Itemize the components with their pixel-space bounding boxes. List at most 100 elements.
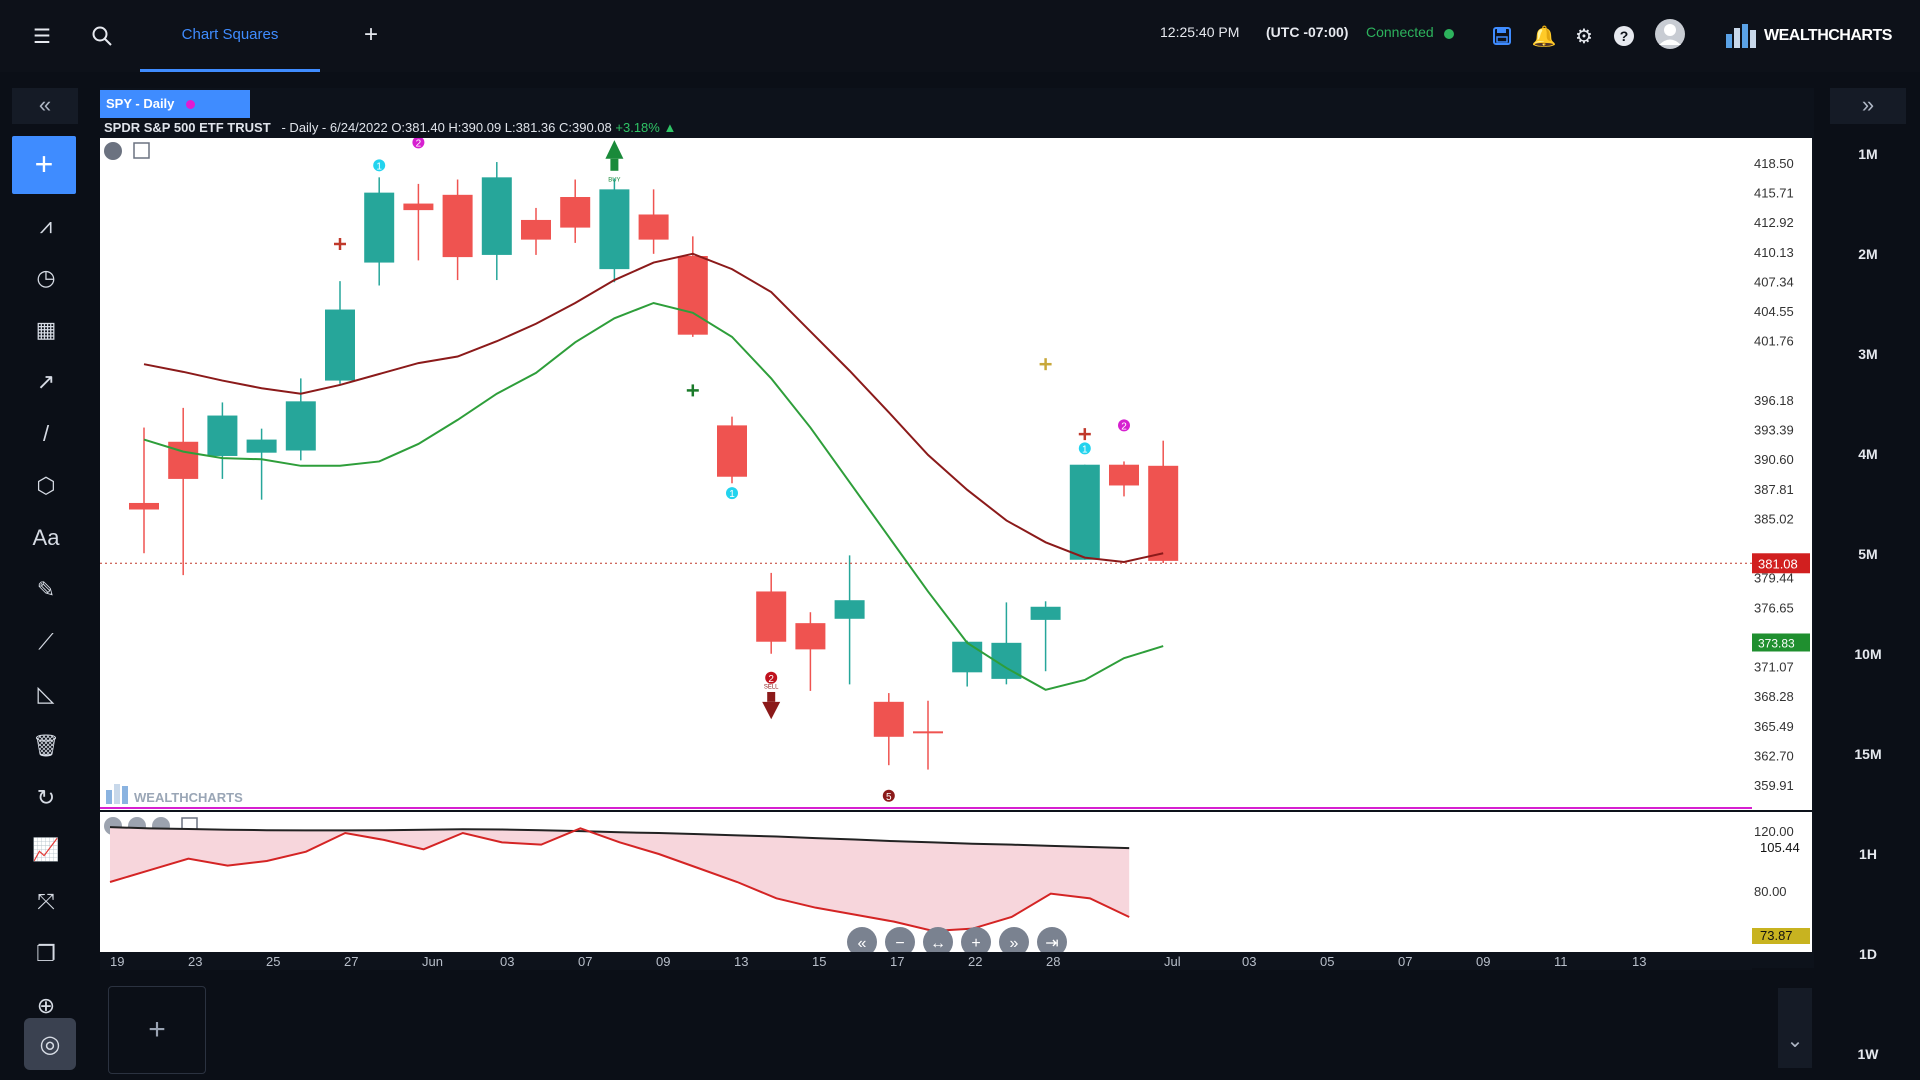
calendar-icon[interactable]: ▦ — [35, 317, 57, 342]
line-chart-icon[interactable]: 📈 — [32, 837, 60, 862]
scroll-down-button[interactable]: ⌄ — [1778, 988, 1812, 1068]
moving-average-dark-red[interactable] — [143, 252, 1164, 563]
indicators-icon[interactable]: ⩘ — [39, 213, 53, 238]
candle[interactable] — [717, 416, 747, 484]
plus-marker-red[interactable] — [334, 237, 346, 250]
text-tool-icon[interactable]: Aa — [32, 525, 60, 550]
candle[interactable] — [1109, 461, 1139, 497]
candle[interactable] — [325, 281, 355, 384]
reset-zoom-button[interactable]: ↔ — [923, 927, 953, 957]
scroll-right-button[interactable]: » — [999, 927, 1029, 957]
clock-icon[interactable]: ◷ — [36, 265, 56, 290]
refresh-icon[interactable]: ↻ — [36, 785, 56, 810]
indicator-svg[interactable]: « − ↔ + » ⇥ — [100, 812, 1752, 957]
candle[interactable] — [1030, 601, 1061, 672]
candle[interactable] — [285, 378, 316, 461]
candle[interactable] — [756, 572, 787, 654]
timeframe-5m[interactable]: 5M — [1858, 546, 1878, 562]
signal-marker-5[interactable]: 5 — [882, 789, 895, 803]
candle[interactable] — [913, 700, 943, 770]
timeframe-4m[interactable]: 4M — [1858, 446, 1878, 462]
expand-panel-icon[interactable] — [133, 142, 150, 159]
zoom-in-button[interactable]: + — [961, 927, 991, 957]
gear-icon[interactable]: ⚙ — [1575, 25, 1593, 48]
timeframe-1d[interactable]: 1D — [1859, 946, 1877, 962]
candle[interactable] — [521, 207, 551, 255]
ruler-icon[interactable]: ⟋ — [38, 629, 54, 654]
scatter-icon[interactable]: ⤧ — [37, 889, 55, 914]
trend-icon[interactable]: ↗ — [36, 369, 56, 394]
price-axis[interactable]: 418.50 415.71 412.92 410.13 407.34 404.55 401.… — [1752, 138, 1812, 810]
candle[interactable] — [834, 555, 865, 685]
hide-indicator-icon[interactable] — [104, 142, 122, 160]
globe-settings-button[interactable]: ◎ — [24, 1018, 76, 1070]
indicator-oscillator-line[interactable] — [109, 827, 1130, 933]
candle[interactable] — [364, 177, 395, 286]
time-axis[interactable]: 19 23 25 27 Jun 03 07 09 13 15 17 22 28 Jul 03 05 07 09 11… — [100, 952, 1752, 970]
add-panel-button[interactable]: + — [108, 986, 206, 1074]
bell-icon[interactable]: 🔔 — [1531, 25, 1557, 48]
price-chart-svg[interactable]: 1 2 1 2 5 1 2 BUY SELL WEALTHCHARTS — [100, 136, 1752, 810]
search-icon[interactable] — [86, 20, 118, 52]
candle[interactable] — [442, 179, 473, 281]
candle[interactable] — [207, 402, 238, 479]
timeframe-15m[interactable]: 15M — [1854, 746, 1882, 762]
tab-chart-squares[interactable]: Chart Squares — [140, 0, 320, 72]
chart-symbol-tab[interactable]: SPY - Daily — [100, 90, 250, 118]
jump-latest-button[interactable]: ⇥ — [1037, 927, 1067, 957]
candle[interactable] — [560, 179, 591, 243]
candle[interactable] — [677, 236, 708, 337]
candle[interactable] — [1148, 440, 1179, 564]
scroll-left-button[interactable]: « — [847, 927, 877, 957]
indicator-signal-line[interactable] — [109, 826, 1130, 850]
save-icon[interactable] — [1486, 20, 1518, 52]
candle[interactable] — [599, 178, 630, 283]
signal-marker-1b[interactable]: 1 — [726, 487, 738, 500]
timeframe-3m[interactable]: 3M — [1858, 346, 1878, 362]
candle[interactable] — [991, 602, 1022, 685]
avatar[interactable] — [1652, 16, 1688, 52]
shapes-icon[interactable]: ⬡ — [36, 473, 56, 498]
candle[interactable] — [952, 640, 983, 687]
collapse-left-button[interactable]: « — [12, 88, 78, 124]
candle[interactable] — [168, 407, 199, 576]
signal-marker-1[interactable]: 1 — [373, 159, 386, 172]
crosshair-cursor[interactable] — [1039, 358, 1052, 371]
pencil-icon[interactable]: ✎ — [36, 577, 56, 602]
timezone-label[interactable]: (UTC -07:00) — [1266, 24, 1349, 40]
line-tool-icon[interactable]: / — [42, 421, 50, 446]
timeframe-1m[interactable]: 1M — [1858, 146, 1878, 162]
timeframe-2m[interactable]: 2M — [1858, 246, 1878, 262]
help-icon[interactable]: ? — [1608, 20, 1640, 52]
candle[interactable] — [246, 428, 277, 500]
plus-marker-green[interactable] — [686, 384, 699, 397]
signal-marker-1c[interactable]: 1 — [1078, 442, 1091, 455]
add-chart-button[interactable]: + — [12, 136, 76, 194]
timeframe-1h[interactable]: 1H — [1859, 846, 1877, 862]
candle[interactable] — [1069, 464, 1100, 560]
plus-marker-red-b[interactable] — [1078, 428, 1091, 441]
sell-signal[interactable]: SELL — [762, 685, 781, 720]
zoom-out-button[interactable]: − — [885, 927, 915, 957]
angle-icon[interactable]: ◺ — [37, 681, 55, 706]
candle[interactable] — [129, 427, 159, 554]
signal-marker-2c[interactable]: 2 — [1118, 419, 1130, 432]
signal-marker-2b[interactable]: 2 — [765, 671, 778, 685]
layers-icon[interactable]: ❐ — [36, 941, 56, 966]
trash-icon[interactable]: 🗑 — [32, 733, 60, 758]
buy-signal[interactable]: BUY — [605, 140, 624, 184]
timeframe-1w[interactable]: 1W — [1857, 1046, 1879, 1062]
price-plot[interactable]: 1 2 1 2 5 1 2 BUY SELL WEALTHCHARTS — [100, 136, 1752, 810]
candle[interactable] — [403, 183, 434, 261]
add-tab-button[interactable]: + — [363, 21, 378, 48]
indicator-panel[interactable]: « − ↔ + » ⇥ — [100, 812, 1752, 957]
candle[interactable] — [873, 693, 904, 766]
candle[interactable] — [638, 189, 669, 254]
collapse-right-button[interactable]: » — [1830, 88, 1906, 124]
timeframe-10m[interactable]: 10M — [1854, 646, 1882, 662]
candle[interactable] — [481, 162, 512, 281]
candle[interactable] — [795, 612, 826, 691]
crosshair-icon[interactable]: ⊕ — [36, 993, 56, 1018]
signal-marker-2[interactable]: 2 — [412, 136, 425, 149]
moving-average-green[interactable] — [143, 301, 1164, 691]
